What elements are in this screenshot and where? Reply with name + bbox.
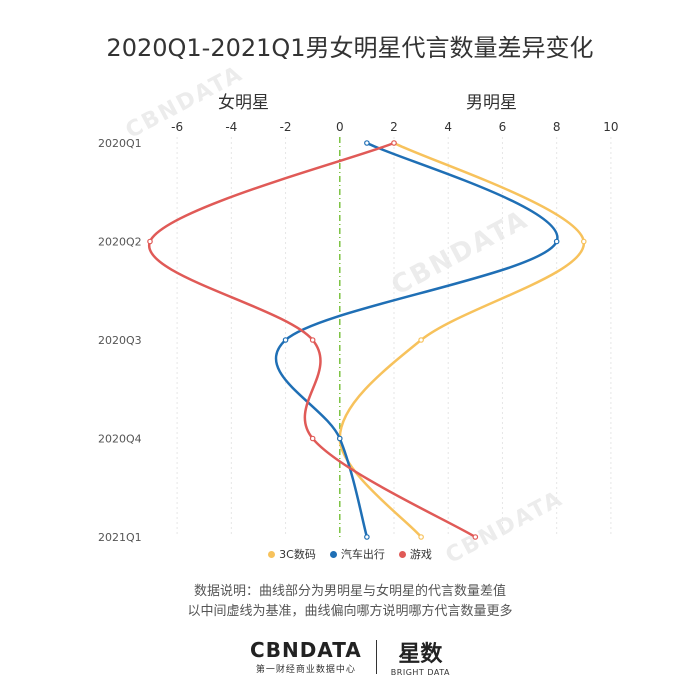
legend: 3C数码 汽车出行 游戏 [0, 546, 700, 562]
data-note-line-1: 数据说明：曲线部分为男明星与女明星的代言数量差值 [193, 584, 506, 599]
data-note-line-2: 以中间虚线为基准，曲线偏向哪方说明哪方代言数量更多 [187, 604, 513, 619]
legend-swatch [398, 550, 406, 558]
series-3c-line [338, 141, 586, 539]
brand-subtitle: 第一财经商业数据中心 [255, 665, 356, 675]
male-side-label: 男明星 [466, 93, 517, 113]
legend-swatch [268, 550, 276, 558]
legend-item-car[interactable]: 汽车出行 [329, 546, 385, 562]
data-point[interactable] [391, 140, 397, 146]
legend-label: 3C数码 [279, 548, 316, 561]
x-tick-label: 0 [336, 120, 344, 134]
line-chart: -6 -4 -2 0 2 4 6 8 10 2020Q1 2020Q2 2020Q3 2020Q4 202… [98, 120, 619, 544]
cbndata-logo: CBNDATA 第一财经商业数据中心 [250, 638, 362, 675]
x-tick-label: -6 [171, 120, 183, 134]
series-car-line [275, 141, 559, 539]
brand2-subtitle: BRIGHT DATA [390, 668, 450, 677]
x-tick-label: 8 [553, 120, 561, 134]
series [147, 140, 587, 540]
x-tick-label: -4 [225, 120, 237, 134]
legend-swatch [329, 550, 337, 558]
data-point[interactable] [418, 337, 424, 343]
data-point[interactable] [364, 534, 370, 540]
grid [176, 137, 612, 537]
data-point[interactable] [147, 238, 153, 245]
series-game-line [148, 141, 477, 539]
data-point[interactable] [364, 140, 370, 146]
data-point[interactable] [472, 534, 479, 540]
data-point[interactable] [418, 534, 424, 540]
x-tick-label: 2 [390, 120, 398, 134]
legend-item-3c[interactable]: 3C数码 [268, 546, 316, 562]
data-point[interactable] [580, 238, 587, 245]
legend-item-game[interactable]: 游戏 [398, 546, 432, 562]
footer-divider [375, 639, 377, 674]
data-point[interactable] [553, 238, 560, 245]
female-side-label: 女明星 [218, 93, 269, 113]
brand2-name: 星数 [398, 642, 443, 667]
data-point[interactable] [309, 337, 316, 343]
x-tick-label: 10 [603, 120, 618, 134]
category-label: 2020Q3 [98, 334, 142, 347]
category-label: 2021Q1 [98, 531, 142, 544]
data-point[interactable] [309, 435, 316, 442]
bright-data-logo: 星数 BRIGHT DATA [391, 636, 450, 677]
axis: -6 -4 -2 0 2 4 6 8 10 2020Q1 2020Q2 2020Q3 2020Q4 202… [98, 120, 619, 544]
x-tick-label: -2 [280, 120, 292, 134]
category-label: 2020Q2 [98, 236, 142, 249]
category-label: 2020Q1 [98, 137, 142, 150]
category-label: 2020Q4 [98, 433, 142, 446]
legend-label: 汽车出行 [340, 548, 385, 561]
legend-label: 游戏 [409, 548, 432, 561]
x-tick-label: 4 [444, 120, 452, 134]
page-title: 2020Q1-2021Q1男女明星代言数量差异变化 [106, 34, 594, 62]
data-point[interactable] [336, 435, 343, 442]
brand-name: CBNDATA [250, 638, 362, 662]
data-point[interactable] [282, 337, 289, 343]
x-tick-label: 6 [499, 120, 507, 134]
footer-branding: CBNDATA 第一财经商业数据中心 星数 BRIGHT DATA [0, 636, 700, 677]
